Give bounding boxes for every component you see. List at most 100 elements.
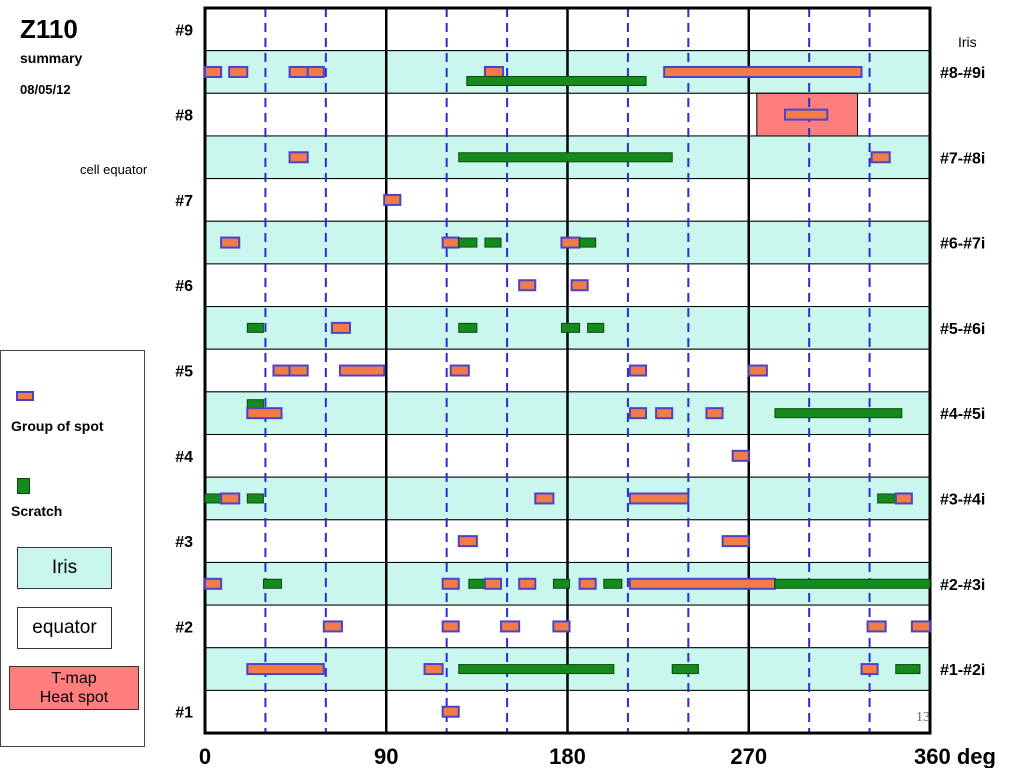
spot-mark xyxy=(866,620,887,633)
scratch-mark xyxy=(579,237,597,248)
spot-mark xyxy=(449,364,470,377)
scratch-mark xyxy=(468,578,486,589)
row-label: #6 xyxy=(175,278,193,295)
spot-mark xyxy=(220,492,241,505)
scratch-mark xyxy=(458,664,615,675)
x-tick-label: 90 xyxy=(374,744,398,768)
row-label: #4-#5i xyxy=(940,406,985,423)
spot-mark xyxy=(534,492,555,505)
row-label: #1 xyxy=(175,705,193,722)
spot-mark xyxy=(457,535,478,548)
spot-mark xyxy=(721,535,750,548)
row-label: #5-#6i xyxy=(940,321,985,338)
spot-mark xyxy=(731,449,750,462)
scratch-mark xyxy=(458,237,478,248)
spot-mark xyxy=(560,236,581,249)
legend-spot-label: Group of spot xyxy=(11,418,104,434)
spot-mark xyxy=(483,65,505,78)
x-tick-label: 180 xyxy=(549,744,586,768)
spot-mark xyxy=(518,279,537,292)
scratch-mark xyxy=(587,322,605,333)
row-label: #2 xyxy=(175,619,193,636)
spot-mark xyxy=(705,407,724,420)
spot-mark xyxy=(483,577,503,590)
page-number: 13 xyxy=(916,710,930,725)
cell-equator-label: cell equator xyxy=(80,162,148,177)
x-tick-label: 0 xyxy=(199,744,211,768)
legend-panel: Group of spot Scratch Iris equator T-map… xyxy=(0,350,145,747)
scratch-mark xyxy=(204,493,222,504)
spot-mark xyxy=(322,620,343,633)
legend-iris-box: Iris xyxy=(17,547,112,589)
spot-mark xyxy=(628,364,648,377)
row-label: #4 xyxy=(175,449,193,466)
page-date: 08/05/12 xyxy=(20,82,71,97)
page-subtitle: summary xyxy=(20,50,83,66)
iris-top-label: Iris xyxy=(958,34,977,50)
spot-mark xyxy=(423,663,444,676)
scratch-mark xyxy=(246,493,264,504)
spot-mark xyxy=(860,663,879,676)
spot-mark xyxy=(747,364,768,377)
spot-mark xyxy=(570,279,589,292)
spot-mark xyxy=(246,407,283,420)
spot-mark xyxy=(228,65,249,78)
spot-mark xyxy=(441,705,460,718)
spot-mark xyxy=(784,108,829,121)
legend-scratch-swatch xyxy=(17,478,30,494)
spot-mark xyxy=(338,364,386,377)
spot-mark xyxy=(910,620,931,633)
row-label: #7 xyxy=(175,193,193,210)
row-label: #3-#4i xyxy=(940,491,985,508)
spot-mark xyxy=(578,577,597,590)
spot-mark xyxy=(870,151,891,164)
legend-tmap-box: T-map Heat spot xyxy=(9,666,139,710)
scratch-mark xyxy=(262,578,283,589)
scratch-mark xyxy=(552,578,571,589)
spot-mark xyxy=(441,577,460,590)
row-label: #9 xyxy=(175,22,193,39)
spot-mark xyxy=(288,364,309,377)
scratch-mark xyxy=(246,322,264,333)
spot-mark xyxy=(500,620,521,633)
row-label: #3 xyxy=(175,534,193,551)
scratch-mark xyxy=(466,75,647,86)
scratch-mark xyxy=(603,578,623,589)
legend-spot-swatch xyxy=(16,391,34,401)
spot-mark xyxy=(518,577,537,590)
spot-mark xyxy=(288,65,309,78)
spot-mark xyxy=(628,577,776,590)
spot-mark xyxy=(204,65,223,78)
spot-mark xyxy=(628,407,648,420)
row-label: #5 xyxy=(175,364,193,381)
spot-mark xyxy=(272,364,291,377)
plot-frame xyxy=(203,6,932,735)
scratch-mark xyxy=(774,408,903,419)
legend-equator-box: equator xyxy=(17,607,112,649)
x-tick-label: 360 deg xyxy=(914,744,996,768)
scratch-mark xyxy=(877,493,897,504)
spot-mark xyxy=(306,65,325,78)
row-label: #6-#7i xyxy=(940,236,985,253)
spot-mark xyxy=(441,620,460,633)
row-label: #8 xyxy=(175,108,193,125)
row-label: #8-#9i xyxy=(940,65,985,82)
spot-mark xyxy=(655,407,674,420)
spot-mark xyxy=(894,492,913,505)
x-tick-label: 270 xyxy=(730,744,767,768)
spot-mark xyxy=(220,236,241,249)
page-title: Z110 xyxy=(20,14,78,44)
spot-mark xyxy=(663,65,863,78)
legend-tmap-line2: Heat spot xyxy=(39,689,109,706)
scratch-mark xyxy=(671,664,699,675)
scratch-mark xyxy=(560,322,581,333)
spot-mark xyxy=(552,620,571,633)
scratch-mark xyxy=(774,578,931,589)
legend-tmap-line1: T-map xyxy=(51,670,97,687)
spot-mark xyxy=(288,151,309,164)
scratch-mark xyxy=(895,664,921,675)
spot-mark xyxy=(628,492,690,505)
spot-mark xyxy=(330,321,351,334)
row-label: #2-#3i xyxy=(940,577,985,594)
